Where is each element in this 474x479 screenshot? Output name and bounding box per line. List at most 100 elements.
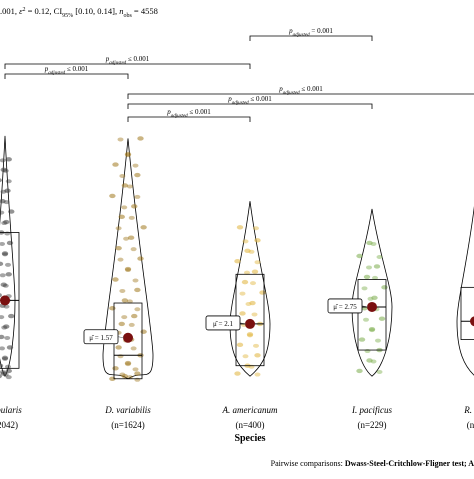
data-point bbox=[132, 278, 139, 283]
mean-marker bbox=[0, 295, 10, 306]
pairwise-label: padjusted ≤ 0.001 bbox=[227, 95, 272, 106]
data-point bbox=[5, 364, 11, 369]
data-point bbox=[368, 326, 376, 332]
data-point bbox=[2, 252, 8, 257]
data-point bbox=[6, 345, 14, 350]
data-point bbox=[134, 377, 141, 382]
data-point bbox=[371, 295, 378, 300]
data-point bbox=[8, 209, 15, 214]
data-point bbox=[134, 194, 141, 199]
data-point bbox=[0, 167, 7, 172]
x-tick-label: R. s… bbox=[463, 405, 474, 415]
mean-marker bbox=[123, 332, 133, 343]
mean-label-connector bbox=[361, 305, 369, 308]
data-point bbox=[5, 368, 12, 374]
mean-label-connector bbox=[117, 336, 125, 339]
data-point bbox=[363, 317, 369, 322]
data-point bbox=[140, 225, 147, 230]
data-point bbox=[254, 372, 261, 377]
pairwise-label: padjusted ≤ 0.001 bbox=[105, 55, 150, 66]
data-point bbox=[0, 158, 6, 163]
data-point bbox=[134, 371, 141, 376]
data-point bbox=[253, 343, 259, 348]
data-point bbox=[109, 193, 116, 199]
data-point bbox=[364, 349, 371, 354]
data-point bbox=[0, 210, 5, 215]
x-tick-count: (n=400) bbox=[235, 420, 264, 430]
data-point bbox=[124, 266, 132, 272]
pairwise-label: padjusted ≤ 0.001 bbox=[278, 85, 323, 96]
data-point bbox=[241, 279, 249, 285]
data-point bbox=[112, 277, 119, 282]
data-point bbox=[3, 324, 10, 329]
mean-marker bbox=[245, 318, 255, 329]
violin-outline bbox=[229, 201, 271, 377]
data-point bbox=[247, 333, 253, 338]
x-tick-label: D. variabilis bbox=[104, 405, 151, 415]
pairwise-bracket bbox=[127, 103, 373, 109]
data-point bbox=[246, 332, 254, 337]
data-point bbox=[254, 238, 261, 243]
data-point bbox=[140, 329, 147, 334]
chart-caption: Pairwise comparisons: Dwass-Steel-Critch… bbox=[271, 459, 474, 468]
data-point bbox=[259, 290, 266, 295]
data-point bbox=[117, 137, 124, 142]
data-point bbox=[0, 293, 2, 298]
data-point bbox=[118, 214, 125, 220]
data-point bbox=[375, 338, 381, 343]
x-tick-label: …pularis bbox=[0, 405, 22, 415]
species-group bbox=[0, 135, 20, 380]
box-iqr bbox=[357, 279, 387, 351]
data-point bbox=[366, 358, 373, 363]
pairwise-bracket bbox=[249, 35, 373, 41]
species-group bbox=[456, 205, 474, 376]
data-point bbox=[5, 272, 12, 277]
data-point bbox=[127, 235, 135, 240]
species-group bbox=[83, 136, 154, 382]
data-point bbox=[251, 312, 258, 317]
data-point bbox=[254, 353, 261, 358]
data-point bbox=[131, 204, 138, 209]
data-point bbox=[1, 251, 9, 256]
data-point bbox=[1, 355, 9, 361]
data-point bbox=[112, 162, 119, 167]
pairwise-bracket bbox=[4, 73, 129, 79]
data-point bbox=[366, 240, 373, 246]
data-point bbox=[367, 296, 374, 301]
data-point bbox=[121, 298, 129, 303]
mean-marker bbox=[367, 301, 377, 312]
data-point bbox=[3, 219, 10, 225]
data-point bbox=[0, 189, 7, 194]
data-point bbox=[2, 372, 9, 377]
data-point bbox=[1, 325, 8, 330]
data-point bbox=[356, 368, 363, 374]
data-point bbox=[5, 179, 12, 184]
data-point bbox=[0, 346, 5, 351]
data-point bbox=[245, 302, 252, 307]
x-tick-count: (n=229) bbox=[357, 420, 386, 430]
data-point bbox=[236, 342, 244, 348]
x-tick-label: A. americanum bbox=[222, 405, 278, 415]
data-point bbox=[126, 184, 133, 189]
mean-label: μ̂ = 2.1 bbox=[213, 320, 233, 328]
data-point bbox=[132, 163, 139, 168]
data-point bbox=[4, 335, 11, 340]
data-point bbox=[0, 178, 2, 183]
data-point bbox=[378, 316, 386, 321]
data-point bbox=[130, 247, 137, 252]
data-point bbox=[234, 259, 241, 264]
x-tick-count: (n=1624) bbox=[111, 420, 145, 430]
data-point bbox=[128, 215, 135, 220]
data-point bbox=[109, 306, 116, 311]
data-point bbox=[372, 275, 378, 280]
data-point bbox=[2, 283, 9, 288]
data-point bbox=[112, 366, 119, 371]
data-point bbox=[118, 321, 125, 327]
mean-label-box bbox=[205, 315, 241, 331]
mean-label: μ̂ = 2.75 bbox=[333, 303, 357, 311]
data-point bbox=[130, 346, 137, 351]
x-tick-count: =2042) bbox=[0, 420, 18, 430]
data-point bbox=[234, 371, 241, 376]
